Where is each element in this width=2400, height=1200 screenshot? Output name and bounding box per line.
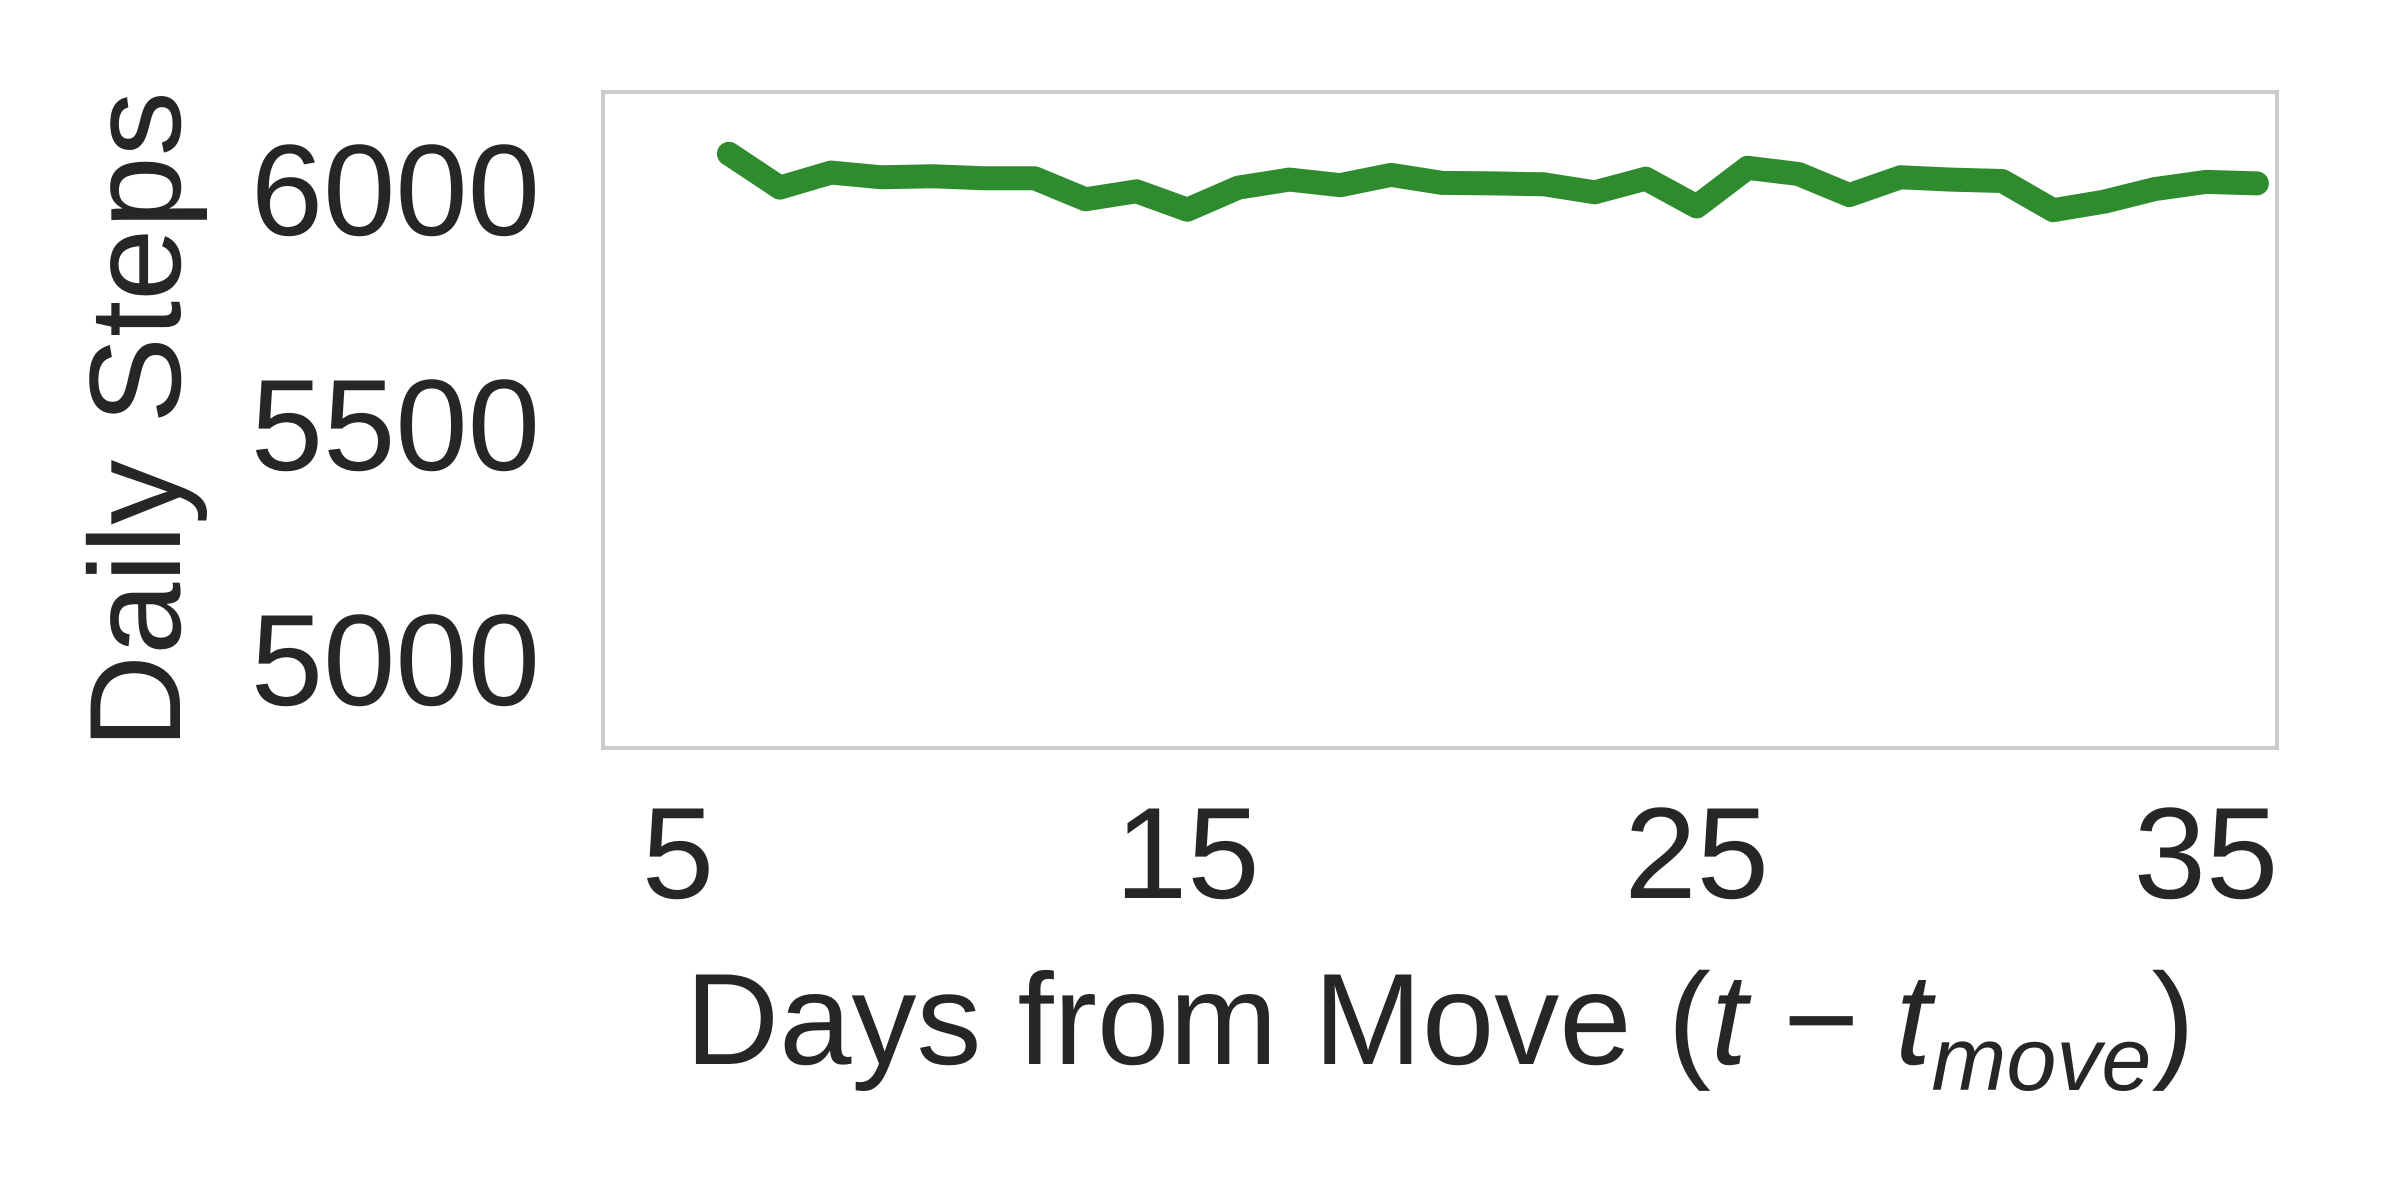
y-axis-label: Daily Steps bbox=[62, 91, 208, 749]
x-tick-label: 15 bbox=[1115, 780, 1260, 926]
x-axis-label-prefix: Days from Move ( bbox=[685, 946, 1711, 1092]
plot-area-frame bbox=[601, 90, 2279, 750]
x-axis-label-subscript: move bbox=[1931, 1010, 2151, 1110]
x-axis-label-suffix: ) bbox=[2151, 946, 2194, 1092]
y-tick-labels: 5000 5500 6000 bbox=[251, 117, 540, 733]
x-axis-label-t: t bbox=[1711, 946, 1752, 1092]
x-axis-label-minus: − bbox=[1747, 946, 1895, 1092]
x-tick-label: 35 bbox=[2134, 780, 2279, 926]
x-axis-label-t2: t bbox=[1895, 946, 1936, 1092]
y-tick-label: 6000 bbox=[251, 117, 540, 263]
series-line-0 bbox=[716, 141, 2269, 223]
x-tick-label: 25 bbox=[1624, 780, 1769, 926]
x-tick-label: 5 bbox=[642, 780, 714, 926]
y-tick-label: 5500 bbox=[251, 352, 540, 498]
x-tick-labels: 5 15 25 35 bbox=[642, 780, 2278, 926]
x-axis-label: Days from Move (t − tmove) bbox=[685, 946, 2195, 1110]
series-layer bbox=[716, 141, 2269, 223]
y-tick-label: 5000 bbox=[251, 587, 540, 733]
